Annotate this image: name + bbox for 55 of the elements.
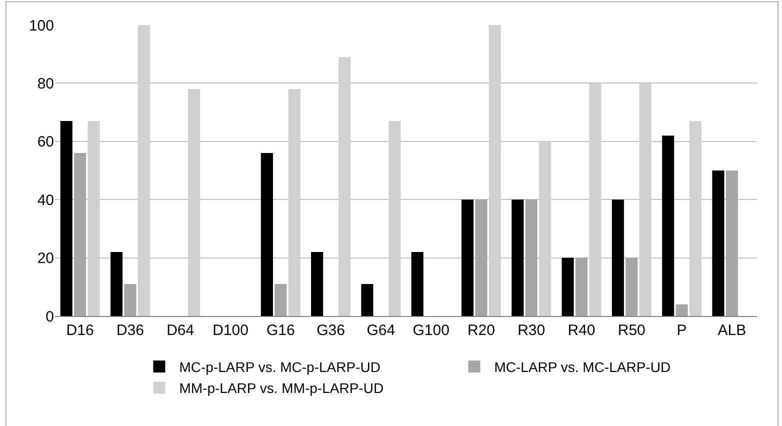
bar [88,121,100,316]
x-tick-label: R30 [518,322,546,339]
y-tick-label: 100 [28,17,54,34]
bar [689,121,702,316]
x-tick-label: P [676,322,687,339]
y-tick-label: 20 [37,250,54,268]
x-tick-label: D36 [116,322,144,339]
bar [124,284,136,316]
bar [138,25,150,316]
bar [626,258,638,316]
legend-label: MM-p-LARP vs. MM-p-LARP-UD [179,380,384,396]
x-tick-label: R50 [618,322,646,339]
x-tick-label: G64 [366,322,396,339]
x-tick-label: D16 [66,322,94,339]
legend-label: MC-LARP vs. MC-LARP-UD [494,358,671,375]
bar [562,258,574,316]
bar [525,200,538,316]
legend-label: MC-p-LARP vs. MC-p-LARP-UD [179,358,380,375]
bar [589,83,602,316]
bar [488,25,501,316]
bar [712,170,724,316]
x-tick-label: ALB [718,322,746,339]
bar [388,121,401,316]
bar [575,258,588,316]
bar [539,141,552,316]
bar [475,200,488,316]
x-tick-label: D100 [212,322,248,339]
bar [639,83,652,316]
x-tick-label: G16 [266,322,295,339]
bar [60,121,72,316]
bar [274,284,287,316]
bar [662,136,674,316]
x-tick-label: G36 [316,322,345,339]
bar [361,284,374,316]
bar [461,200,474,316]
bar [260,153,273,316]
bar [612,200,624,316]
bar [311,252,324,316]
bar [338,57,351,316]
x-tick-label: R40 [568,322,596,339]
bar [512,200,524,316]
bar [726,170,738,316]
y-tick-label: 40 [37,192,54,209]
bar [110,252,123,316]
y-tick-label: 60 [37,134,54,151]
x-tick-label: D64 [166,322,194,339]
y-tick-label: 0 [46,308,54,326]
bar [188,89,200,316]
x-tick-label: G100 [412,322,450,339]
bar [411,252,424,316]
bar [74,153,86,316]
bar [288,89,300,316]
y-tick-label: 80 [37,75,54,92]
bar [676,304,688,316]
x-tick-label: R20 [467,322,495,339]
